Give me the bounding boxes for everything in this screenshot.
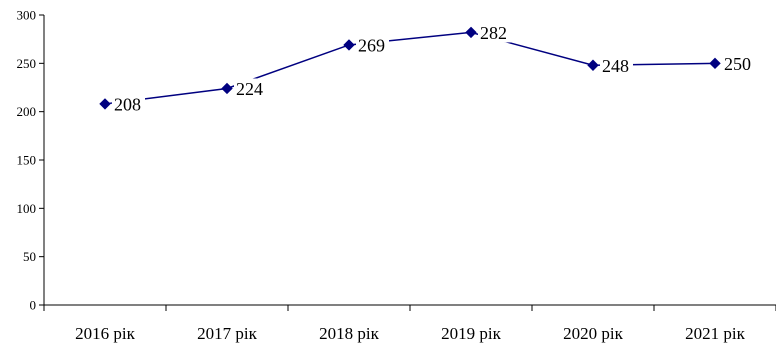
series-line: 208 224 269 282 248 250 — [99, 22, 755, 115]
data-label-backgrounds — [112, 22, 755, 114]
y-tick-label: 0 — [30, 298, 37, 313]
x-axis-ticks: 2016 рік 2017 рік 2018 рік 2019 рік 2020 рік… — [43, 305, 776, 343]
x-tick-label: 2019 рік — [441, 324, 501, 343]
data-point — [587, 59, 599, 71]
data-label: 248 — [602, 56, 629, 76]
x-tick-label: 2017 рік — [197, 324, 257, 343]
data-label: 282 — [480, 23, 507, 43]
data-point — [99, 98, 111, 110]
y-axis-ticks: 0 50 100 150 200 250 300 — [17, 8, 44, 313]
data-label-bg — [234, 78, 267, 99]
data-label-bg — [478, 22, 511, 43]
y-tick-label: 200 — [17, 104, 37, 119]
data-label: 208 — [114, 94, 141, 114]
x-tick-label: 2016 рік — [75, 324, 135, 343]
x-tick-label: 2020 рік — [563, 324, 623, 343]
data-label: 224 — [236, 79, 263, 99]
data-label-bg — [722, 53, 755, 74]
data-label-bg — [356, 34, 389, 55]
y-tick-label: 150 — [17, 153, 37, 168]
data-label: 269 — [358, 35, 385, 55]
data-label-bg — [112, 93, 145, 114]
x-tick-label: 2018 рік — [319, 324, 379, 343]
data-label-bg — [600, 55, 633, 76]
axes — [43, 15, 776, 306]
y-tick-label: 300 — [17, 8, 37, 23]
data-point — [465, 26, 477, 39]
data-point — [709, 57, 721, 70]
data-labels: 208 224 269 282 248 250 — [114, 23, 751, 115]
data-point — [221, 82, 233, 95]
data-point — [343, 39, 355, 51]
y-tick-label: 50 — [23, 249, 36, 264]
data-markers — [99, 26, 721, 110]
y-tick-label: 250 — [17, 56, 37, 71]
y-tick-label: 100 — [17, 201, 37, 216]
x-tick-label: 2021 рік — [685, 324, 745, 343]
data-label: 250 — [724, 54, 751, 74]
